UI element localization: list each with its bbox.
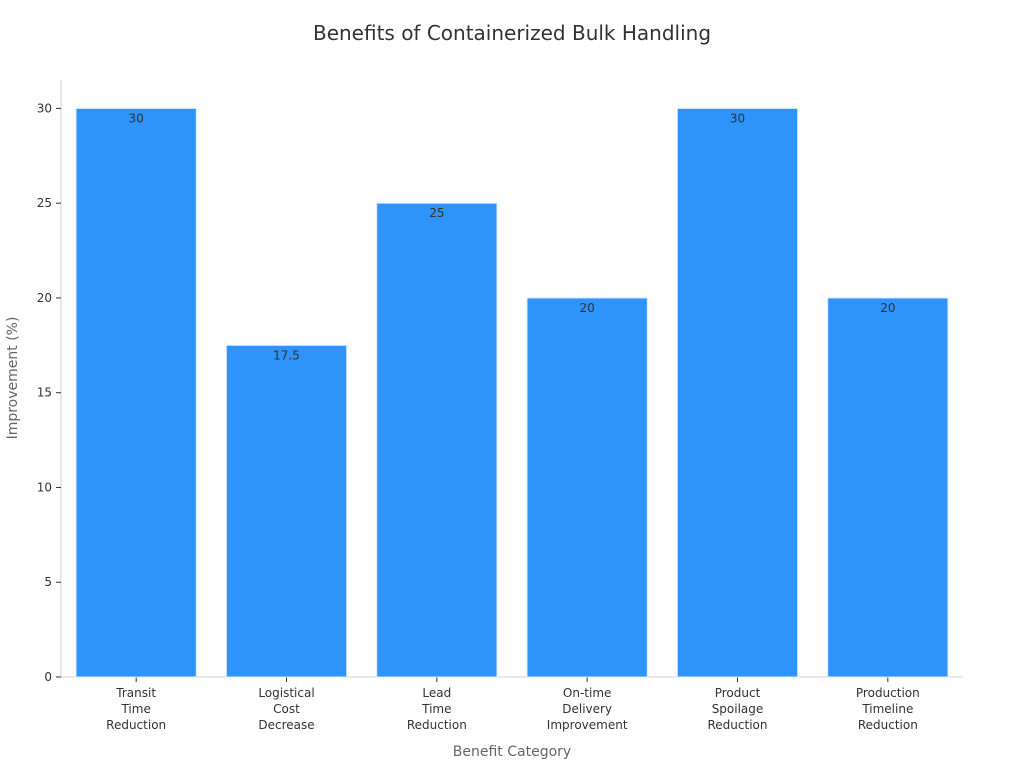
bar-value-label: 17.5	[273, 348, 300, 362]
bar	[75, 107, 197, 678]
x-tick-label: Logistical Cost Decrease	[258, 686, 314, 732]
bar-value-label: 20	[580, 301, 595, 315]
x-tick-label: Product Spoilage Reduction	[708, 686, 768, 732]
bar	[376, 202, 498, 678]
y-tick-label: 0	[44, 670, 52, 684]
x-tick-label: Transit Time Reduction	[106, 686, 166, 732]
bar	[676, 107, 799, 678]
x-tick-label: On-time Delivery Improvement	[547, 686, 628, 732]
bars: 30 17.5 25 20 30 20	[75, 107, 949, 678]
bar	[827, 297, 949, 678]
x-axis: Transit Time Reduction Logistical Cost Decrea…	[61, 676, 963, 732]
y-tick-label: 30	[37, 101, 52, 115]
y-tick-label: 10	[37, 480, 52, 494]
bar-value-label: 30	[730, 111, 745, 125]
x-tick-label: Lead Time Reduction	[407, 686, 467, 732]
x-axis-title: Benefit Category	[453, 744, 571, 760]
y-axis: 0 5 10 15 20 25 30	[37, 80, 62, 684]
y-tick-label: 15	[37, 386, 52, 400]
chart-title: Benefits of Containerized Bulk Handling	[313, 21, 711, 45]
bar-value-label: 25	[429, 206, 444, 220]
bar	[526, 297, 648, 678]
bar	[225, 344, 348, 678]
y-tick-label: 20	[37, 291, 52, 305]
bar-value-label: 20	[880, 301, 895, 315]
y-tick-label: 5	[44, 575, 52, 589]
y-tick-label: 25	[37, 196, 52, 210]
bar-value-label: 30	[129, 111, 144, 125]
x-tick-label: Production Timeline Reduction	[856, 686, 920, 732]
y-axis-title: Improvement (%)	[5, 317, 21, 440]
